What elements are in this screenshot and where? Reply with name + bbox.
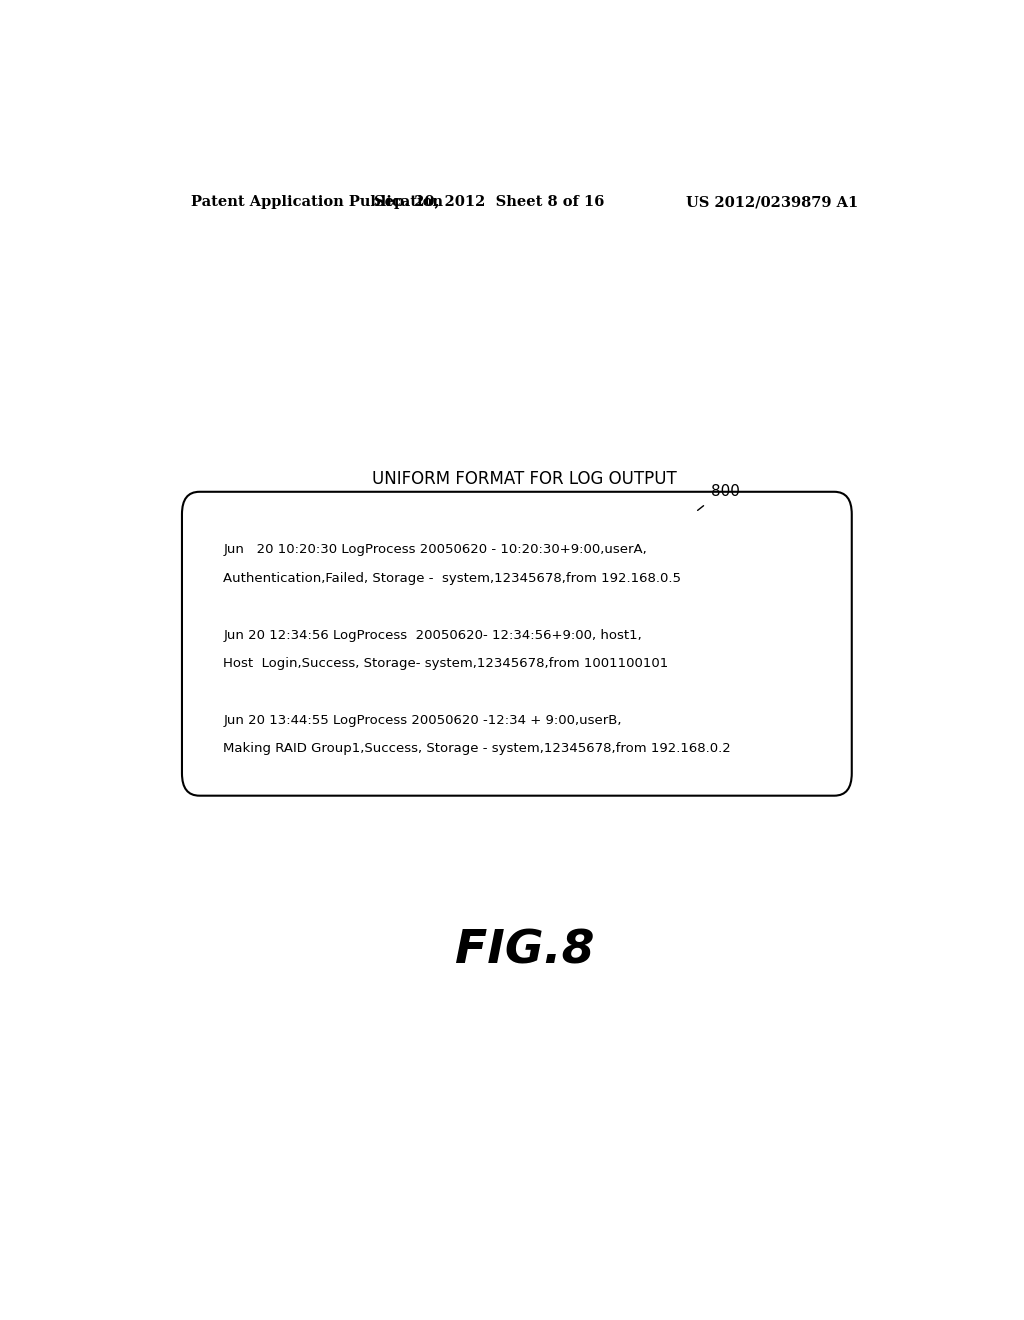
Text: Jun 20 12:34:56 LogProcess  20050620- 12:34:56+9:00, host1,: Jun 20 12:34:56 LogProcess 20050620- 12:… bbox=[223, 628, 642, 642]
Text: Making RAID Group1,Success, Storage - system,12345678,from 192.168.0.2: Making RAID Group1,Success, Storage - sy… bbox=[223, 742, 731, 755]
Text: US 2012/0239879 A1: US 2012/0239879 A1 bbox=[686, 195, 858, 209]
Text: Sep. 20, 2012  Sheet 8 of 16: Sep. 20, 2012 Sheet 8 of 16 bbox=[374, 195, 604, 209]
Text: FIG.8: FIG.8 bbox=[455, 929, 595, 974]
Text: UNIFORM FORMAT FOR LOG OUTPUT: UNIFORM FORMAT FOR LOG OUTPUT bbox=[373, 470, 677, 487]
Text: Jun   20 10:20:30 LogProcess 20050620 - 10:20:30+9:00,userA,: Jun 20 10:20:30 LogProcess 20050620 - 10… bbox=[223, 544, 647, 556]
FancyBboxPatch shape bbox=[182, 492, 852, 796]
Text: Host  Login,Success, Storage- system,12345678,from 1001100101: Host Login,Success, Storage- system,1234… bbox=[223, 657, 669, 671]
Text: Jun 20 13:44:55 LogProcess 20050620 -12:34 + 9:00,userB,: Jun 20 13:44:55 LogProcess 20050620 -12:… bbox=[223, 714, 622, 727]
Text: 800: 800 bbox=[712, 484, 740, 499]
Text: Patent Application Publication: Patent Application Publication bbox=[191, 195, 443, 209]
Text: Authentication,Failed, Storage -  system,12345678,from 192.168.0.5: Authentication,Failed, Storage - system,… bbox=[223, 572, 681, 585]
